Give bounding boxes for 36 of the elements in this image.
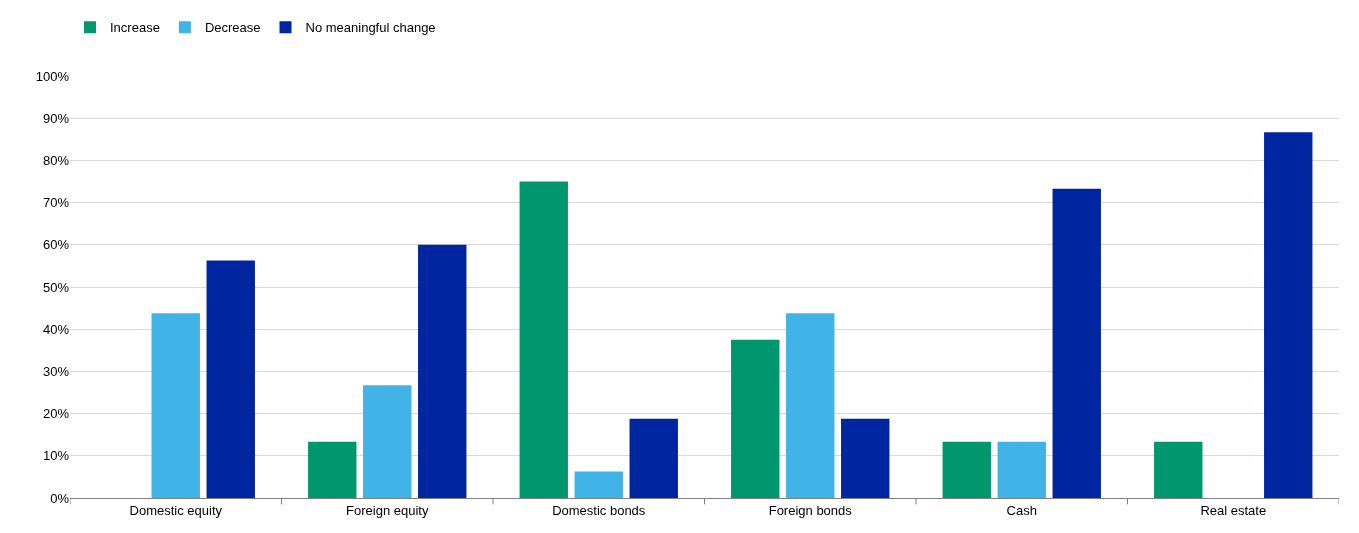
bar xyxy=(997,441,1046,498)
y-tick-label: 10% xyxy=(42,448,70,464)
x-tick-label: Domestic bonds xyxy=(552,502,646,518)
y-tick-label: 80% xyxy=(42,152,70,168)
y-tick-label: 50% xyxy=(42,279,70,295)
y-tick-label: 60% xyxy=(42,237,70,253)
y-tick-label: 40% xyxy=(42,321,70,337)
bar xyxy=(574,471,623,498)
bar xyxy=(1052,188,1101,498)
bar xyxy=(151,313,200,498)
y-tick-label: 0% xyxy=(50,490,70,506)
bar xyxy=(1264,132,1313,498)
bar xyxy=(731,339,780,498)
y-tick-label: 90% xyxy=(42,110,70,126)
bar xyxy=(1154,441,1203,498)
y-tick-label: 100% xyxy=(35,68,70,84)
legend-label: Increase xyxy=(110,20,160,36)
x-tick-label: Domestic equity xyxy=(129,502,223,518)
x-tick-label: Cash xyxy=(1006,502,1037,518)
legend-label: No meaningful change xyxy=(305,20,436,36)
bar xyxy=(942,441,991,498)
y-tick-label: 70% xyxy=(42,195,70,211)
x-tick-label: Real estate xyxy=(1200,502,1267,518)
y-tick-label: 30% xyxy=(42,363,70,379)
bar xyxy=(629,418,678,498)
x-tick-label: Foreign equity xyxy=(346,502,429,518)
bar xyxy=(418,244,467,498)
bar xyxy=(308,441,357,498)
bar xyxy=(841,418,890,498)
y-tick-label: 20% xyxy=(42,406,70,422)
legend-label: Decrease xyxy=(204,20,261,36)
bar xyxy=(786,313,835,498)
bar xyxy=(206,260,255,498)
bar xyxy=(363,385,412,498)
x-tick-label: Foreign bonds xyxy=(768,502,853,518)
bar xyxy=(519,181,568,498)
